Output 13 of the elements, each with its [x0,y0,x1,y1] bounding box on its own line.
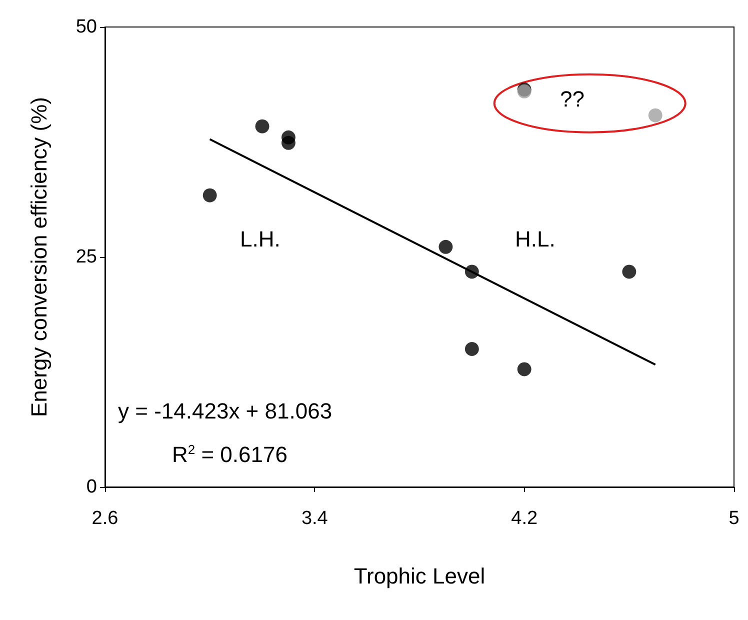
annotation: y = -14.423x + 81.063 [118,398,332,424]
x-tick-label: 3.4 [301,508,328,529]
y-tick-label: 50 [76,16,97,38]
annotation: H.L. [515,226,556,252]
y-tick-label: 0 [86,476,97,498]
x-tick-label: 2.6 [92,508,118,529]
annotation: L.H. [240,226,280,252]
x-tick-label: 5 [728,508,740,529]
x-tick-label: 4.2 [511,508,538,529]
y-tick-label: 25 [76,246,97,268]
annotation: ?? [560,86,584,112]
x-axis-title: Trophic Level [354,564,486,588]
y-axis-title: Energy conversion efficiency (%) [26,97,52,417]
